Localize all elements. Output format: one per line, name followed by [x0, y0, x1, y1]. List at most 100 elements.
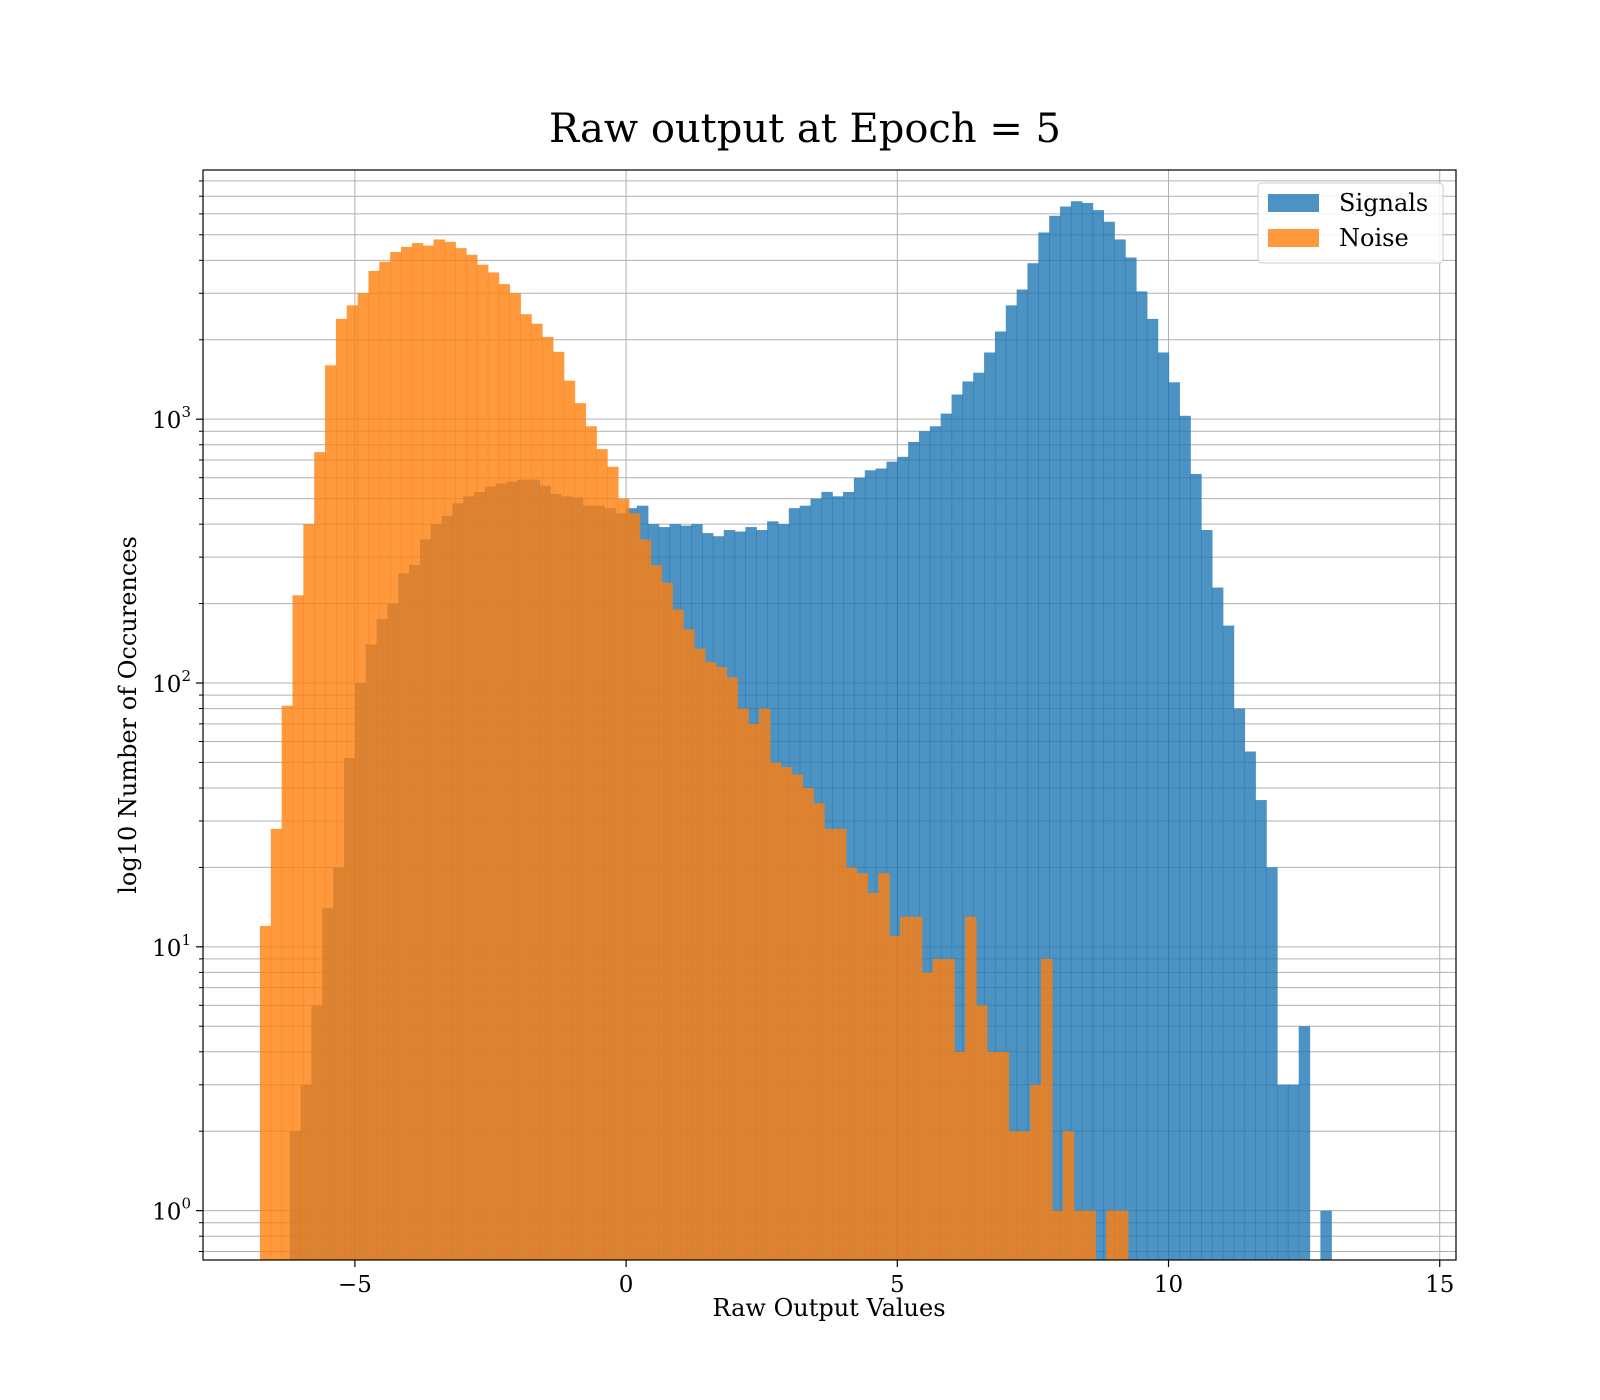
- bar-1-31: [596, 449, 608, 1260]
- bar-1-49: [791, 774, 803, 1260]
- bar-1-1: [270, 828, 283, 1260]
- bar-1-10: [368, 270, 380, 1260]
- legend-swatch-noise: [1268, 229, 1319, 247]
- bar-1-37: [661, 582, 673, 1260]
- bar-0-52: [853, 477, 866, 1260]
- bar-0-92: [1287, 1084, 1300, 1260]
- bar-1-57: [878, 873, 890, 1260]
- y-tick-label-1: 101: [152, 931, 191, 962]
- bar-1-56: [867, 892, 879, 1260]
- bar-1-12: [390, 252, 402, 1260]
- bar-1-48: [780, 767, 793, 1260]
- bar-1-38: [672, 609, 684, 1260]
- bar-1-19: [466, 254, 478, 1260]
- bar-1-53: [834, 828, 847, 1260]
- bar-1-16: [433, 239, 445, 1260]
- bar-1-44: [737, 708, 749, 1260]
- bar-1-41: [704, 662, 717, 1260]
- bar-1-4: [303, 524, 315, 1260]
- bar-1-11: [379, 261, 391, 1260]
- bar-1-29: [574, 403, 587, 1260]
- bar-1-3: [292, 595, 304, 1260]
- bar-1-34: [628, 513, 641, 1260]
- bar-1-75: [1073, 1210, 1086, 1260]
- bar-1-32: [607, 466, 619, 1260]
- bar-0-57: [908, 441, 920, 1260]
- bar-0-58: [919, 431, 931, 1260]
- bar-1-74: [1062, 1131, 1075, 1260]
- bar-1-39: [683, 629, 695, 1260]
- bar-1-78: [1106, 1210, 1118, 1260]
- y-axis: 100 101 102 103: [152, 180, 203, 1253]
- bar-0-69: [1038, 232, 1050, 1260]
- bar-1-55: [856, 873, 869, 1260]
- bar-0-60: [940, 413, 953, 1261]
- bar-1-70: [1019, 1131, 1031, 1260]
- bar-0-61: [951, 394, 963, 1261]
- bar-0-89: [1255, 800, 1267, 1260]
- bar-1-26: [542, 336, 554, 1260]
- bar-1-45: [748, 723, 760, 1260]
- bar-0-70: [1049, 215, 1061, 1261]
- bar-0-78: [1135, 291, 1148, 1260]
- bar-1-9: [357, 293, 370, 1260]
- bar-1-50: [802, 787, 814, 1260]
- bar-0-90: [1266, 867, 1278, 1260]
- bar-1-64: [954, 1051, 966, 1260]
- bar-1-79: [1116, 1210, 1129, 1260]
- x-tick-label-2: 5: [890, 1272, 905, 1298]
- bar-0-67: [1016, 289, 1029, 1260]
- bar-0-53: [864, 470, 877, 1261]
- bar-1-30: [585, 426, 597, 1261]
- chart-title: Raw output at Epoch = 5: [549, 106, 1061, 152]
- bar-1-21: [487, 272, 500, 1260]
- bar-0-74: [1092, 210, 1105, 1260]
- bars-group: [259, 201, 1332, 1261]
- bar-1-65: [965, 916, 977, 1260]
- bar-1-28: [563, 380, 576, 1260]
- bar-0-83: [1190, 473, 1202, 1260]
- bar-1-73: [1051, 1210, 1064, 1260]
- bar-0-55: [886, 461, 898, 1260]
- bar-1-14: [411, 243, 424, 1260]
- bar-1-17: [444, 241, 456, 1260]
- bar-1-35: [639, 539, 652, 1260]
- bar-1-62: [932, 958, 945, 1260]
- plot-frame: [202, 169, 1457, 1261]
- bar-1-13: [400, 246, 413, 1260]
- bar-0-68: [1027, 263, 1039, 1260]
- bar-1-47: [769, 762, 782, 1260]
- bar-1-0: [259, 925, 272, 1260]
- x-axis: −5 0 5 10 15: [338, 1260, 1454, 1298]
- bar-1-25: [531, 323, 543, 1260]
- bar-0-84: [1201, 530, 1213, 1260]
- bar-1-20: [476, 264, 489, 1260]
- bar-0-77: [1125, 257, 1137, 1260]
- bar-0-95: [1320, 1210, 1332, 1260]
- series-1: [259, 239, 1129, 1261]
- bar-1-27: [552, 351, 565, 1260]
- bar-1-36: [650, 565, 662, 1260]
- bar-1-18: [455, 248, 467, 1260]
- bar-1-23: [509, 293, 521, 1260]
- bar-1-54: [845, 867, 858, 1260]
- bar-0-80: [1157, 352, 1170, 1261]
- legend-label-signals: Signals: [1339, 189, 1428, 217]
- bar-0-71: [1060, 206, 1072, 1261]
- bar-0-86: [1222, 625, 1235, 1260]
- bar-1-7: [335, 318, 348, 1260]
- bar-1-68: [997, 1051, 1010, 1260]
- bar-1-8: [346, 305, 359, 1260]
- bar-0-56: [897, 456, 909, 1260]
- bar-1-5: [314, 452, 326, 1260]
- bar-0-64: [984, 352, 996, 1261]
- bar-0-54: [875, 468, 888, 1260]
- bar-1-69: [1008, 1131, 1020, 1260]
- bar-1-66: [975, 1005, 988, 1260]
- x-axis-label: Raw Output Values: [712, 1294, 945, 1322]
- x-tick-label-0: −5: [338, 1272, 372, 1298]
- y-tick-label-0: 100: [152, 1195, 191, 1226]
- bar-0-72: [1070, 201, 1083, 1260]
- bar-0-63: [973, 372, 985, 1261]
